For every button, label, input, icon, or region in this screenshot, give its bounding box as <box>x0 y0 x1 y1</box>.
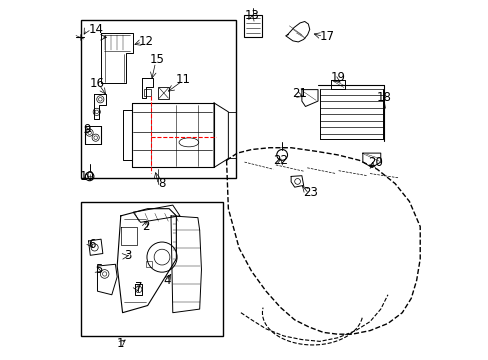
Text: 8: 8 <box>158 177 165 190</box>
Bar <box>158 87 169 99</box>
Bar <box>144 89 150 96</box>
Text: 23: 23 <box>303 186 318 199</box>
Text: 16: 16 <box>90 77 105 90</box>
Text: 17: 17 <box>319 30 334 43</box>
Text: 13: 13 <box>244 9 259 22</box>
Text: 9: 9 <box>83 123 90 136</box>
Bar <box>145 261 152 267</box>
Bar <box>81 21 235 178</box>
Text: 19: 19 <box>329 71 345 84</box>
Text: 5: 5 <box>95 263 103 276</box>
Text: 14: 14 <box>88 23 103 36</box>
Text: 12: 12 <box>138 35 153 49</box>
Text: 15: 15 <box>149 53 164 66</box>
Text: 20: 20 <box>367 156 382 168</box>
Text: 7: 7 <box>135 281 142 294</box>
Text: 18: 18 <box>376 91 391 104</box>
Text: 4: 4 <box>163 274 171 287</box>
Text: 3: 3 <box>124 249 131 262</box>
Bar <box>81 202 223 336</box>
Text: 11: 11 <box>176 73 191 86</box>
Text: 1: 1 <box>117 337 124 350</box>
Text: 2: 2 <box>142 220 149 233</box>
Text: 21: 21 <box>292 87 307 100</box>
Bar <box>244 15 261 37</box>
Text: 6: 6 <box>88 238 96 251</box>
Text: 10: 10 <box>79 170 94 183</box>
Text: 22: 22 <box>272 154 287 167</box>
